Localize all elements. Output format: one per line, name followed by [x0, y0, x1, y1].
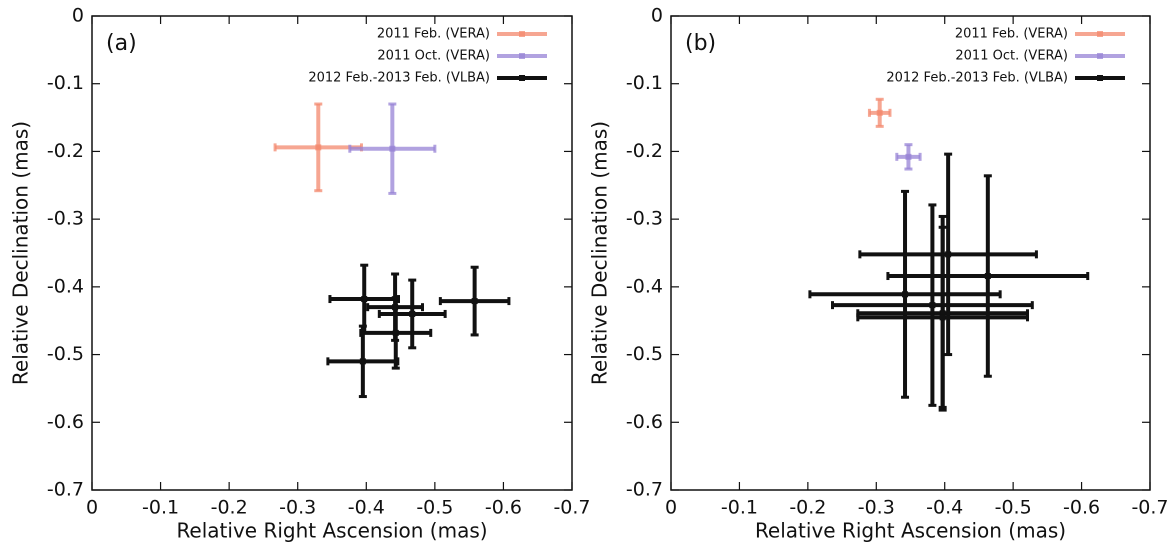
y-tick-label: -0.2 — [626, 140, 663, 162]
plot-frame — [91, 15, 573, 491]
x-tick-label: -0.7 — [553, 497, 590, 519]
x-tick-label: -0.1 — [721, 497, 758, 519]
y-tick-label: -0.3 — [47, 208, 84, 230]
panel-label: (b) — [685, 31, 716, 56]
point — [389, 145, 396, 152]
legend-label: 2012 Feb.-2013 Feb. (VLBA) — [308, 71, 490, 86]
panel-label: (a) — [106, 31, 137, 56]
x-tick-label: -0.3 — [279, 497, 316, 519]
x-tick-label: -0.3 — [858, 497, 895, 519]
y-tick-label: -0.2 — [47, 140, 84, 162]
point — [409, 310, 416, 317]
legend-swatch-point — [1097, 53, 1103, 59]
y-axis-label: Relative Declination (mas) — [9, 121, 33, 385]
legend-swatch-point — [1097, 31, 1103, 37]
point — [876, 109, 883, 116]
point — [359, 358, 366, 365]
point — [939, 314, 946, 321]
x-tick-label: -0.5 — [416, 497, 453, 519]
y-axis-label: Relative Declination (mas) — [588, 121, 612, 385]
x-axis-label: Relative Right Ascension (mas) — [176, 519, 487, 543]
x-tick-label: -0.7 — [1131, 497, 1168, 519]
legend-swatch-point — [519, 53, 525, 59]
y-tick-label: -0.6 — [47, 411, 84, 433]
x-tick-label: -0.4 — [926, 497, 963, 519]
legend-label: 2012 Feb.-2013 Feb. (VLBA) — [886, 71, 1068, 86]
x-axis-label: Relative Right Ascension (mas) — [755, 519, 1066, 543]
point — [929, 302, 936, 309]
point — [315, 144, 322, 151]
x-tick-label: -0.1 — [142, 497, 179, 519]
y-tick-label: -0.4 — [47, 275, 84, 297]
legend-label: 2011 Oct. (VERA) — [377, 49, 490, 64]
legend-label: 2011 Oct. (VERA) — [955, 49, 1068, 64]
x-tick-label: -0.2 — [789, 497, 826, 519]
y-tick-label: -0.4 — [626, 275, 663, 297]
y-tick-label: -0.6 — [626, 411, 663, 433]
legend-swatch-point — [519, 31, 525, 37]
x-tick-label: -0.5 — [995, 497, 1032, 519]
plot-frame — [670, 15, 1151, 491]
legend-swatch-point — [1097, 75, 1103, 81]
x-tick-label: -0.4 — [348, 497, 385, 519]
legend-swatch-point — [519, 75, 525, 81]
y-tick-label: 0 — [72, 5, 84, 27]
point — [945, 251, 952, 258]
point — [984, 273, 991, 280]
y-tick-label: -0.7 — [47, 479, 84, 501]
y-tick-label: -0.1 — [626, 72, 663, 94]
point — [902, 291, 909, 298]
y-tick-label: -0.5 — [626, 343, 663, 365]
y-tick-label: 0 — [651, 5, 663, 27]
legend-label: 2011 Feb. (VERA) — [377, 27, 490, 42]
y-tick-label: -0.1 — [47, 72, 84, 94]
x-tick-label: 0 — [86, 497, 98, 519]
y-tick-label: -0.5 — [47, 343, 84, 365]
point — [361, 296, 368, 303]
point — [471, 298, 478, 305]
x-tick-label: -0.6 — [485, 497, 522, 519]
point — [905, 153, 912, 160]
y-tick-label: -0.3 — [626, 208, 663, 230]
legend-label: 2011 Feb. (VERA) — [955, 27, 1068, 42]
point — [392, 329, 399, 336]
x-tick-label: -0.2 — [211, 497, 248, 519]
x-tick-label: 0 — [665, 497, 677, 519]
y-tick-label: -0.7 — [626, 479, 663, 501]
x-tick-label: -0.6 — [1063, 497, 1100, 519]
